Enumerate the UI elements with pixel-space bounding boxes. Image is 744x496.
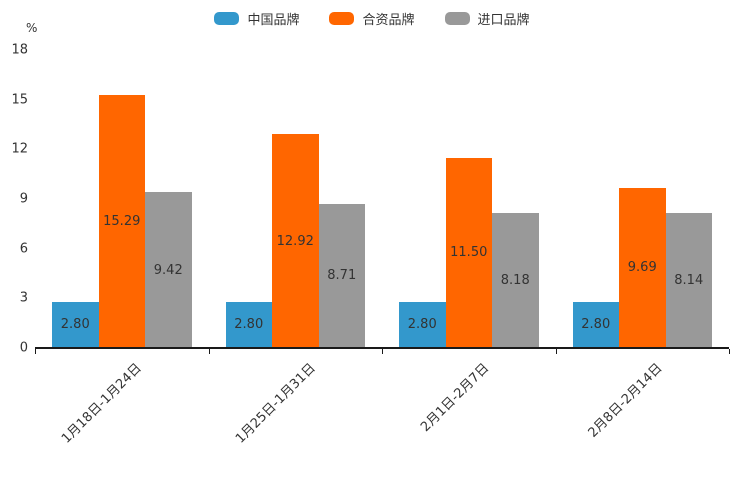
legend-item-1[interactable]: 中国品牌 [214,9,299,28]
bar-value-label: 8.71 [327,268,357,284]
bar-value-label: 12.92 [276,233,314,249]
legend-label: 中国品牌 [247,12,300,28]
legend-item-3[interactable]: 进口品牌 [444,9,530,28]
x-tick-label: 2月1日-2月7日 [418,360,493,435]
x-tick-label: 1月18日-1月24日 [59,360,146,447]
bar-value-label: 8.18 [500,272,530,288]
y-tick-label: 18 [11,42,28,58]
bar-series3-cat2[interactable]: 8.71 [318,203,365,348]
bar-value-label: 15.29 [103,213,141,229]
bar-value-label: 9.69 [627,260,657,276]
bar-series3-cat3[interactable]: 8.18 [492,212,539,348]
x-axis-tick [208,349,210,354]
y-axis-unit-label: % [26,21,38,35]
bar-value-label: 9.42 [153,262,183,278]
y-tick-label: 9 [19,191,28,207]
legend-swatch-icon [444,11,470,25]
x-axis-tick [35,349,36,354]
y-tick-label: 6 [19,241,28,257]
bar-value-label: 2.80 [407,317,437,333]
bar-series2-cat1[interactable]: 15.29 [98,94,145,348]
legend-item-2[interactable]: 合资品牌 [329,9,415,28]
y-tick-label: 12 [11,141,28,157]
bar-value-label: 2.80 [60,317,90,333]
bar-series1-cat2[interactable]: 2.80 [225,301,272,348]
x-tick-label: 1月25日-1月31日 [232,360,319,447]
bar-value-label: 11.50 [450,245,488,261]
x-axis-tick [555,349,557,354]
bar-series2-cat2[interactable]: 12.92 [272,134,319,348]
bar-value-label: 2.80 [581,317,611,333]
bar-series1-cat1[interactable]: 2.80 [52,301,99,348]
bar-value-label: 8.14 [674,273,704,289]
bar-series3-cat4[interactable]: 8.14 [665,213,712,348]
x-axis-tick [382,349,383,354]
bar-series3-cat1[interactable]: 9.42 [145,192,192,348]
bar-series2-cat4[interactable]: 9.69 [619,187,666,348]
bar-series2-cat3[interactable]: 11.50 [445,157,492,348]
y-tick-label: 15 [11,92,28,108]
legend: 中国品牌 合资品牌 进口品牌 [0,8,744,28]
legend-label: 合资品牌 [362,12,415,28]
x-axis-line [35,347,729,349]
y-tick-label: 0 [19,340,28,356]
x-tick-label: 2月8日-2月14日 [585,360,666,441]
y-tick-label: 3 [19,290,28,306]
legend-label: 进口品牌 [477,12,530,28]
bar-value-label: 2.80 [234,317,264,333]
legend-swatch-icon [214,11,240,25]
x-axis-tick [729,349,730,354]
legend-swatch-icon [329,11,355,25]
bar-series1-cat4[interactable]: 2.80 [572,301,619,348]
bar-series1-cat3[interactable]: 2.80 [399,301,446,348]
